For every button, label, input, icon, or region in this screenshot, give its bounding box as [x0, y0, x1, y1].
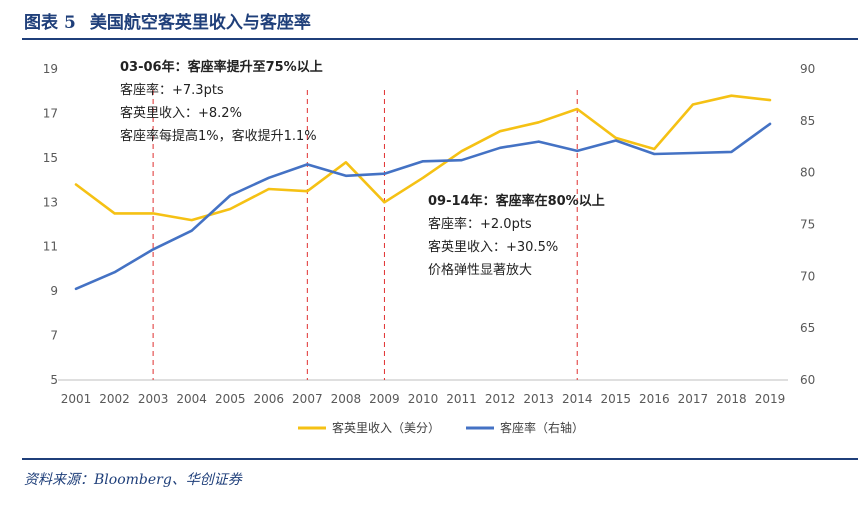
x-tick-label: 2008 — [331, 392, 362, 406]
annotation-period1-line: 客座率：+7.3pts — [120, 83, 224, 98]
annotation-period2-line: 客英里收入：+30.5% — [428, 240, 559, 255]
annotation-period1-line: 客座率每提高1%，客收提升1.1% — [120, 129, 317, 144]
series-line-1 — [74, 94, 772, 222]
x-tick-label: 2010 — [408, 392, 439, 406]
x-tick-label: 2012 — [485, 392, 516, 406]
y-left-tick-label: 19 — [43, 62, 58, 76]
annotation-period1-heading: 03-06年：客座率提升至75%以上 — [120, 60, 323, 75]
legend-label-2: 客座率（右轴） — [500, 420, 584, 435]
y-right-tick-label: 70 — [800, 269, 815, 283]
y-right-tick-label: 80 — [800, 166, 815, 180]
annotation-period2-line: 价格弹性显著放大 — [428, 263, 533, 278]
x-tick-label: 2013 — [523, 392, 554, 406]
x-tick-label: 2017 — [678, 392, 709, 406]
x-tick-label: 2015 — [601, 392, 632, 406]
figure-title: 图表 5 美国航空客英里收入与客座率 — [24, 8, 311, 33]
x-tick-label: 2016 — [639, 392, 670, 406]
y-right-tick-label: 65 — [800, 321, 815, 335]
x-tick-label: 2007 — [292, 392, 323, 406]
x-tick-label: 2019 — [755, 392, 786, 406]
y-right-tick-label: 85 — [800, 114, 815, 128]
y-left-tick-label: 5 — [50, 373, 58, 387]
y-left-tick-label: 9 — [50, 284, 58, 298]
figure-number: 5 — [64, 13, 76, 33]
annotation-period1-line: 客英里收入：+8.2% — [120, 106, 242, 121]
x-tick-label: 2011 — [446, 392, 477, 406]
y-left-tick-label: 13 — [43, 195, 58, 209]
source-note: 资料来源：Bloomberg、华创证券 — [24, 472, 242, 488]
x-tick-label: 2001 — [61, 392, 92, 406]
y-left-tick-label: 11 — [43, 240, 58, 254]
annotation-period2: 09-14年：客座率在80%以上 客座率：+2.0pts 客英里收入：+30.5… — [428, 190, 605, 282]
y-left-tick-label: 17 — [43, 106, 58, 120]
figure-label: 图表 — [24, 13, 58, 33]
x-tick-label: 2006 — [254, 392, 285, 406]
annotation-period2-heading: 09-14年：客座率在80%以上 — [428, 194, 605, 209]
title-rule — [22, 38, 858, 40]
y-right-tick-label: 60 — [800, 373, 815, 387]
y-right-tick-label: 90 — [800, 62, 815, 76]
annotation-period1: 03-06年：客座率提升至75%以上 客座率：+7.3pts 客英里收入：+8.… — [120, 56, 323, 148]
x-tick-label: 2018 — [716, 392, 747, 406]
legend-label-1: 客英里收入（美分） — [332, 420, 440, 435]
y-right-tick-label: 75 — [800, 218, 815, 232]
series-line-2 — [74, 122, 772, 291]
figure-title-text: 美国航空客英里收入与客座率 — [89, 13, 311, 33]
x-tick-label: 2014 — [562, 392, 593, 406]
x-tick-label: 2009 — [369, 392, 400, 406]
chart: 5 7 9 11 13 15 17 19 60 65 70 75 80 85 90 2001 2002 2003 2… — [43, 62, 816, 435]
x-tick-label: 2003 — [138, 392, 169, 406]
y-left-tick-label: 7 — [50, 329, 58, 343]
x-tick-label: 2004 — [176, 392, 207, 406]
x-tick-label: 2005 — [215, 392, 246, 406]
source-rule — [22, 458, 858, 460]
x-tick-label: 2002 — [99, 392, 130, 406]
y-left-tick-label: 15 — [43, 151, 58, 165]
annotation-period2-line: 客座率：+2.0pts — [428, 217, 532, 232]
